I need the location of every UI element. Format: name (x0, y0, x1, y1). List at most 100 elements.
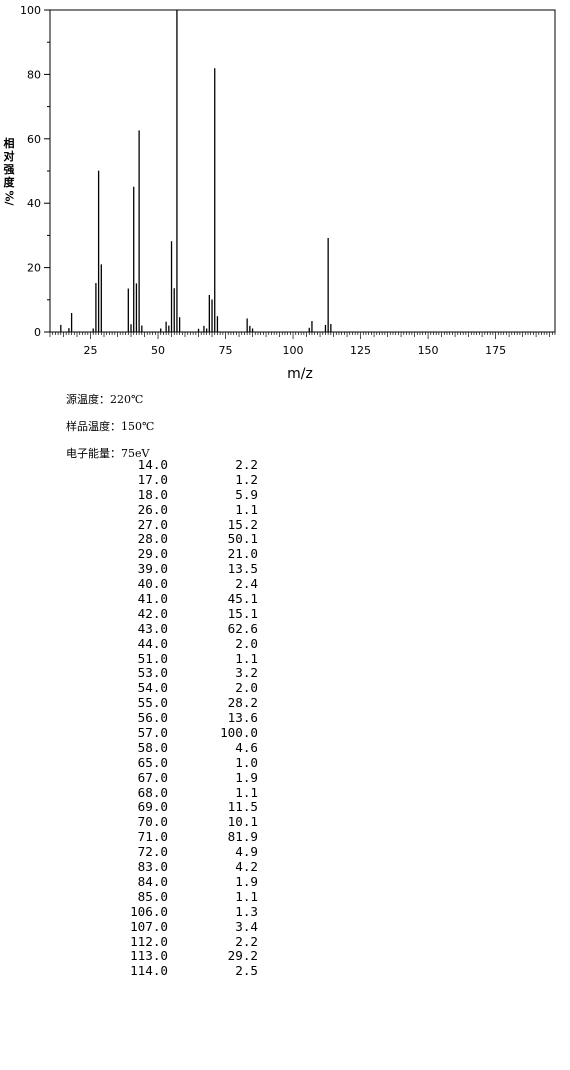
peak-row: 44.0 2.0 (128, 635, 258, 652)
peak-row: 27.0 15.2 (128, 516, 258, 533)
peak-mz: 70.0 (137, 814, 168, 830)
peak-mz: 53.0 (137, 665, 168, 681)
peak-mz: 40.0 (137, 576, 168, 592)
x-tick-label: 25 (84, 344, 98, 357)
peak-mz: 83.0 (137, 859, 168, 875)
peak-row: 70.0 10.1 (128, 814, 258, 830)
peak-mz: 17.0 (137, 471, 168, 487)
chart-bars (60, 10, 332, 332)
peak-row: 112.0 2.2 (128, 933, 258, 950)
peak-mz: 113.0 (130, 948, 168, 964)
electron-energy: 电子能量：75eV (66, 447, 150, 460)
peak-row: 57.0 100.0 (128, 725, 258, 741)
peak-row: 17.0 1.2 (128, 471, 258, 488)
y-axis-label: 相 对 强 度 %/ (2, 137, 16, 206)
peak-abundance: 2.2 (235, 457, 258, 472)
peak-mz: 85.0 (137, 888, 168, 904)
peak-mz: 69.0 (137, 799, 168, 815)
peak-abundance: 1.0 (235, 754, 258, 770)
peak-row: 85.0 1.1 (128, 888, 258, 905)
peak-abundance: 29.2 (227, 948, 258, 964)
peak-row: 107.0 3.4 (128, 918, 258, 935)
peak-row: 40.0 2.4 (128, 576, 258, 592)
peak-abundance: 21.0 (227, 546, 258, 562)
peak-row: 67.0 1.9 (128, 769, 258, 786)
peak-mz: 51.0 (137, 650, 168, 666)
peak-abundance: 1.1 (235, 784, 258, 800)
x-tick-label: 150 (418, 344, 439, 357)
peak-abundance: 1.9 (235, 769, 258, 785)
x-tick-label: 50 (151, 344, 165, 357)
peak-row: 26.0 1.1 (128, 501, 258, 518)
peak-row: 56.0 13.6 (128, 710, 258, 726)
peak-row: 83.0 4.2 (128, 859, 258, 875)
peak-abundance: 1.2 (235, 471, 258, 487)
peak-abundance: 2.5 (235, 963, 258, 979)
peak-row: 51.0 1.1 (128, 650, 258, 667)
peak-abundance: 15.1 (227, 605, 258, 621)
peak-mz: 68.0 (137, 784, 168, 800)
x-tick-label: 100 (283, 344, 304, 357)
peak-abundance: 100.0 (220, 725, 258, 741)
sample-temperature: 样品温度：150℃ (66, 420, 155, 433)
peak-mz: 44.0 (137, 635, 168, 651)
peak-abundance: 3.4 (235, 918, 258, 934)
plot-frame (49, 9, 556, 333)
peak-row: 42.0 15.1 (128, 605, 258, 622)
peak-row: 106.0 1.3 (128, 903, 258, 920)
peak-abundance: 1.1 (235, 888, 258, 904)
peak-row: 53.0 3.2 (128, 666, 258, 681)
peak-mz: 28.0 (137, 531, 168, 547)
peak-mz: 41.0 (137, 591, 168, 607)
peak-mz: 54.0 (137, 680, 168, 696)
peak-abundance: 81.9 (227, 829, 258, 845)
peak-row: 43.0 62.6 (128, 621, 258, 637)
peak-abundance: 1.1 (235, 650, 258, 666)
peak-mz: 57.0 (137, 725, 168, 741)
y-axis-label-char: 对 (3, 150, 15, 163)
y-axis-label-unit: %/ (2, 190, 16, 206)
peak-mz: 114.0 (130, 963, 168, 979)
peak-abundance: 15.2 (227, 516, 258, 532)
peak-mz: 39.0 (137, 561, 168, 577)
peak-row: 28.0 50.1 (128, 532, 258, 547)
peak-mz: 42.0 (137, 605, 168, 621)
peak-abundance: 50.1 (227, 531, 258, 547)
peak-table: 14.0 2.2 17.0 1.2 18.0 5.9 26.0 1.1 27.0 15.2 28.0… (128, 457, 258, 979)
peak-abundance: 5.9 (235, 486, 258, 502)
peak-row: 114.0 2.5 (128, 963, 258, 979)
peak-abundance: 2.2 (235, 933, 258, 949)
y-tick-label: 20 (27, 262, 41, 275)
peak-abundance: 1.3 (235, 903, 258, 919)
peak-row: 84.0 1.9 (128, 874, 258, 890)
peak-row: 72.0 4.9 (128, 844, 258, 860)
source-temperature: 源温度：220℃ (66, 393, 144, 406)
y-tick-label: 0 (34, 326, 41, 339)
peak-row: 68.0 1.1 (128, 784, 258, 801)
x-tick-label: 175 (485, 344, 506, 357)
peak-mz: 72.0 (137, 844, 168, 860)
peak-row: 18.0 5.9 (128, 486, 258, 503)
peak-row: 29.0 21.0 (128, 546, 258, 562)
x-axis-label: m/z (287, 366, 313, 382)
peak-row: 69.0 11.5 (128, 800, 258, 815)
peak-abundance: 13.5 (227, 561, 258, 577)
x-tick-label: 125 (350, 344, 371, 357)
peak-row: 14.0 2.2 (128, 457, 258, 473)
y-axis-label-char: 相 (3, 137, 15, 150)
peak-mz: 29.0 (137, 546, 168, 562)
y-tick-label: 40 (27, 197, 41, 210)
peak-abundance: 45.1 (227, 591, 258, 607)
peak-mz: 14.0 (137, 457, 168, 472)
chart-axes: 0 20 40 60 80 100 25 50 75 100 125 150 175 (20, 4, 556, 357)
peak-mz: 65.0 (137, 754, 168, 770)
peak-mz: 58.0 (137, 739, 168, 755)
mass-spectrum-chart: 0 20 40 60 80 100 25 50 75 100 125 150 175 m/z (20, 4, 556, 382)
peak-row: 39.0 13.5 (128, 561, 258, 577)
peak-mz: 55.0 (137, 695, 168, 711)
peak-abundance: 1.1 (235, 501, 258, 517)
peak-row: 54.0 2.0 (128, 680, 258, 696)
x-tick-label: 75 (219, 344, 233, 357)
peak-mz: 27.0 (137, 516, 168, 532)
peak-row: 113.0 29.2 (128, 948, 258, 964)
